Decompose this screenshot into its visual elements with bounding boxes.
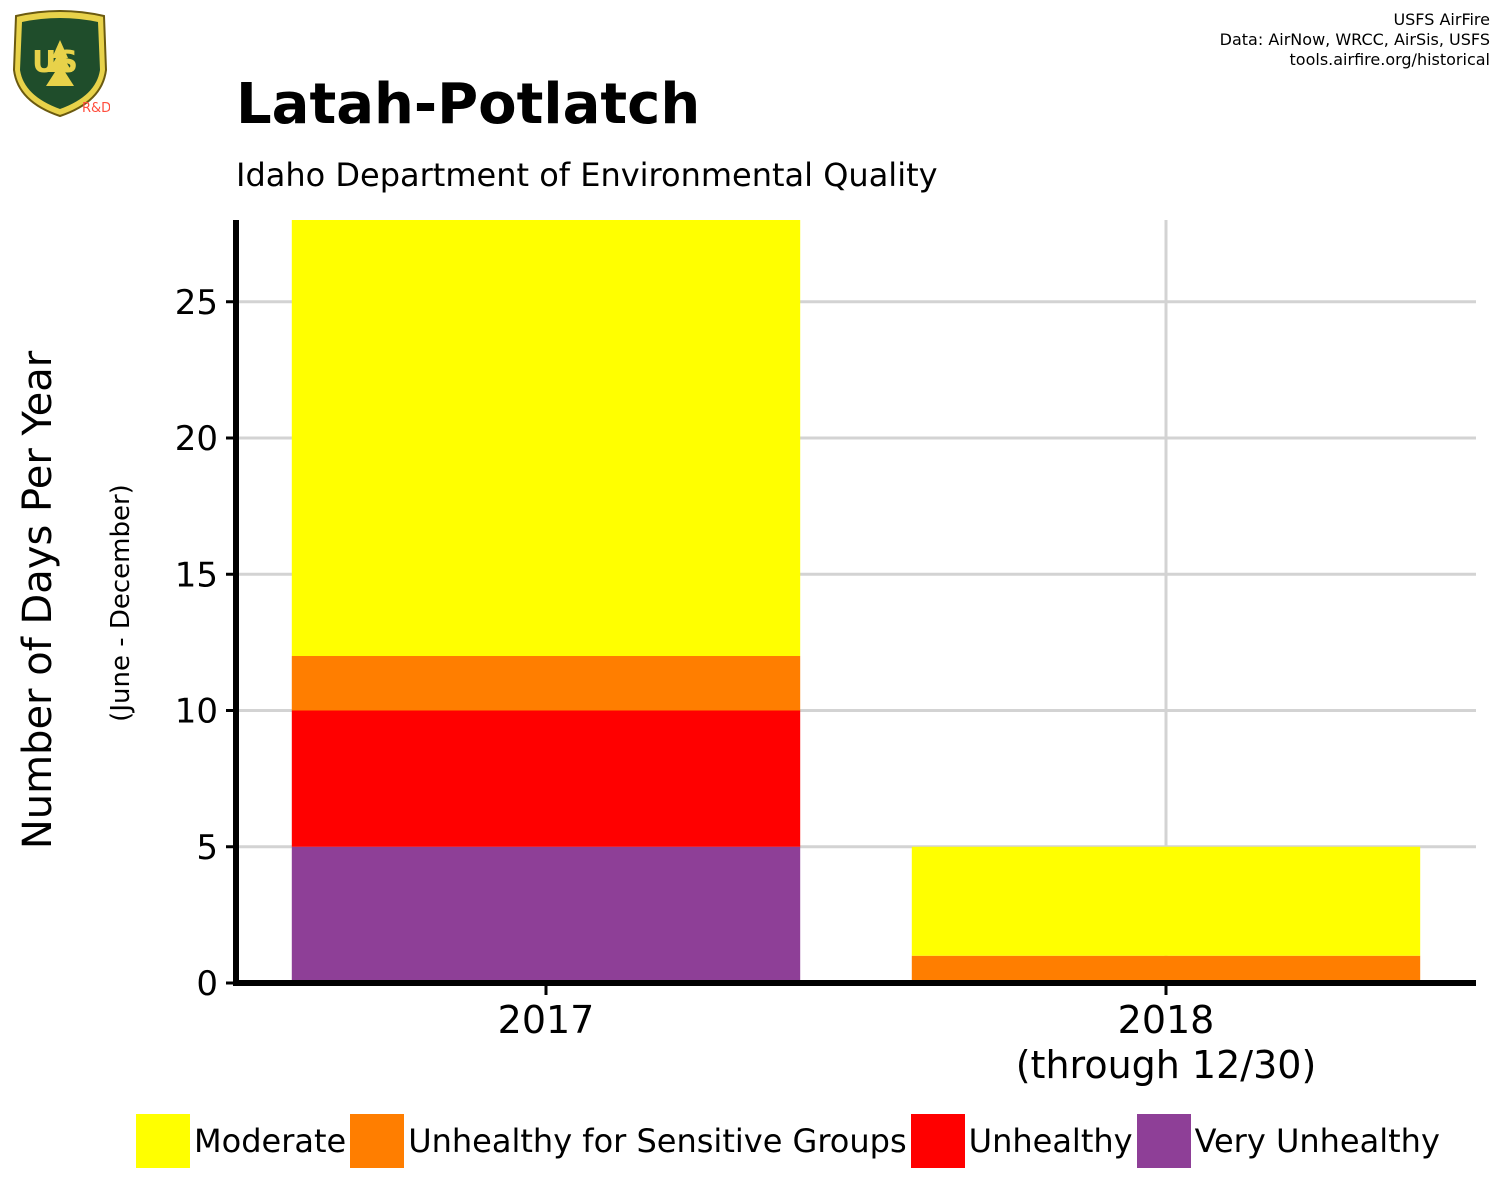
chart-title: Latah-Potlatch <box>236 72 701 137</box>
legend-swatch-moderate <box>136 1114 190 1168</box>
y-tick-label-10: 10 <box>175 692 218 732</box>
legend-swatch-unhealthy-for-sensitive-groups <box>350 1114 405 1168</box>
credit-line-1: USFS AirFire <box>1393 10 1490 29</box>
y-tick-label-20: 20 <box>175 419 218 459</box>
chart-subtitle: Idaho Department of Environmental Qualit… <box>236 156 938 194</box>
bar-moderate-0 <box>291 220 801 656</box>
legend-label-moderate: Moderate <box>194 1122 347 1160</box>
legend-item-unhealthy-for-sensitive-groups: Unhealthy for Sensitive Groups <box>350 1114 907 1168</box>
legend-item-moderate: Moderate <box>136 1114 346 1168</box>
x-tick-label-0-0: 2017 <box>498 998 595 1042</box>
credits: USFS AirFire Data: AirNow, WRCC, AirSis,… <box>1220 10 1490 70</box>
legend: Moderate Unhealthy for Sensitive Groups Un… <box>136 1114 1444 1168</box>
credit-line-3: tools.airfire.org/historical <box>1289 50 1490 69</box>
y-tick-label-0: 0 <box>196 964 218 1004</box>
x-tick-label-1-1: (through 12/30) <box>1016 1043 1317 1087</box>
y-tick-label-5: 5 <box>196 828 218 868</box>
y-tick-label-25: 25 <box>175 283 218 323</box>
bar-moderate-1 <box>911 846 1421 956</box>
bar-very-unhealthy-0 <box>291 846 801 983</box>
logo-badge: R&D <box>82 101 110 116</box>
bar-unhealthy-0 <box>291 710 801 847</box>
x-tick-label-1-0: 2018 <box>1118 998 1215 1042</box>
legend-label-unhealthy-for-sensitive-groups: Unhealthy for Sensitive Groups <box>408 1122 907 1160</box>
legend-swatch-very-unhealthy <box>1136 1114 1191 1168</box>
legend-label-very-unhealthy: Very Unhealthy <box>1194 1122 1440 1160</box>
bar-unhealthy-for-sensitive-groups-0 <box>291 656 801 711</box>
bar-unhealthy-for-sensitive-groups-1 <box>911 955 1421 983</box>
legend-swatch-unhealthy <box>910 1114 965 1168</box>
usfs-logo: US R&D <box>12 10 110 118</box>
legend-item-unhealthy: Unhealthy <box>910 1114 1133 1168</box>
legend-label-unhealthy: Unhealthy <box>968 1122 1133 1160</box>
legend-item-very-unhealthy: Very Unhealthy <box>1136 1114 1440 1168</box>
y-tick-label-15: 15 <box>175 555 218 595</box>
credit-line-2: Data: AirNow, WRCC, AirSis, USFS <box>1219 30 1490 49</box>
